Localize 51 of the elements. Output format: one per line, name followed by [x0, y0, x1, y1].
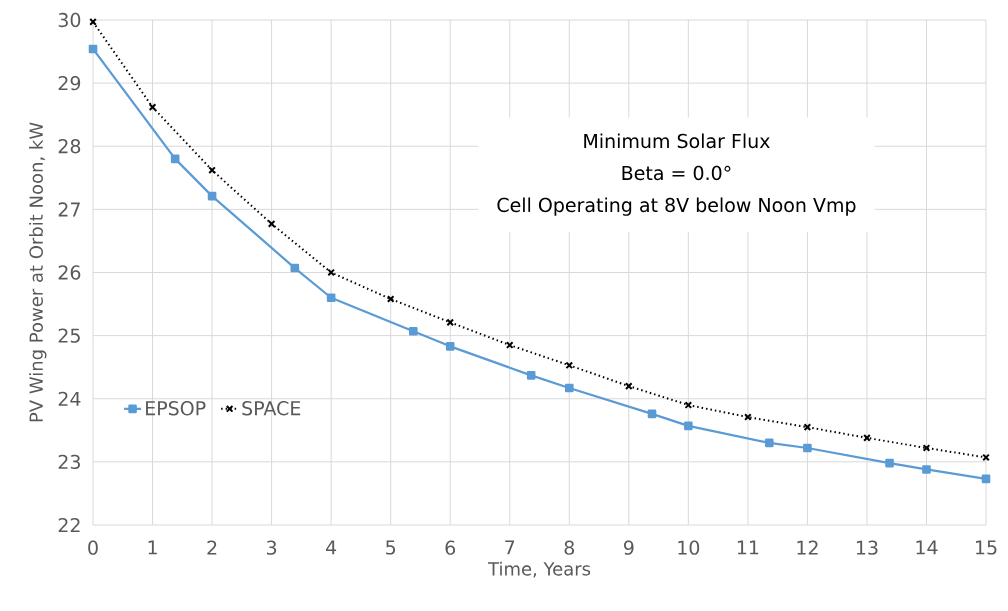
- y-tick-label: 22: [58, 517, 80, 533]
- annotation: Beta = 0.0°: [622, 165, 731, 181]
- point: [290, 263, 300, 273]
- annotation: Minimum Solar Flux: [584, 133, 770, 149]
- point: [409, 326, 418, 336]
- point: [526, 371, 536, 380]
- point: [170, 154, 180, 164]
- point: [327, 268, 335, 277]
- point: [684, 421, 693, 431]
- annotation: Cell Operating at 8V below Noon Vmp: [497, 197, 856, 216]
- y-tick-label: 24: [58, 391, 81, 406]
- x-tick-label: 2: [207, 540, 217, 555]
- x-tick-label: 4: [326, 540, 337, 555]
- point: [765, 438, 774, 448]
- y-tick-label: 28: [58, 139, 81, 154]
- point: [326, 293, 336, 303]
- y-tick-label: 30: [58, 12, 81, 28]
- point: [922, 465, 931, 474]
- point: [647, 409, 657, 419]
- x-tick-label: 12: [797, 540, 818, 555]
- x-axis-title: Time, Years: [487, 561, 591, 578]
- x-tick-label: 11: [737, 540, 759, 555]
- y-tick-label: 29: [58, 75, 81, 91]
- x-tick-label: 5: [386, 540, 396, 555]
- x-tick-label: 6: [445, 540, 456, 555]
- point: [505, 341, 514, 349]
- x-tick-label: 13: [856, 540, 878, 555]
- x-tick-label: 14: [916, 540, 938, 555]
- point: [88, 44, 98, 54]
- y-tick-label: 25: [58, 328, 80, 343]
- point: [803, 443, 812, 453]
- x-tick-label: 7: [505, 540, 515, 555]
- legend-label: EPSOP: [146, 401, 206, 416]
- x-tick-label: 10: [678, 540, 700, 555]
- legend-label: SPACE: [242, 401, 301, 416]
- x-tick-label: 8: [564, 540, 575, 555]
- y-tick-label: 23: [58, 454, 80, 470]
- y-tick-label: 26: [58, 265, 81, 280]
- x-tick-label: 3: [267, 540, 277, 555]
- y-axis-title: PV Wing Power at Orbit Noon, kW: [29, 122, 47, 422]
- x-tick-label: 9: [623, 540, 634, 555]
- point: [445, 342, 455, 351]
- point: [981, 474, 991, 484]
- x-tick-label: 0: [88, 540, 98, 555]
- x-tick-label: 1: [148, 540, 157, 555]
- point: [684, 401, 693, 409]
- point: [207, 191, 217, 201]
- y-tick-label: 27: [58, 202, 80, 217]
- point: [885, 458, 894, 468]
- x-tick-label: 15: [976, 540, 997, 555]
- point: [564, 383, 574, 393]
